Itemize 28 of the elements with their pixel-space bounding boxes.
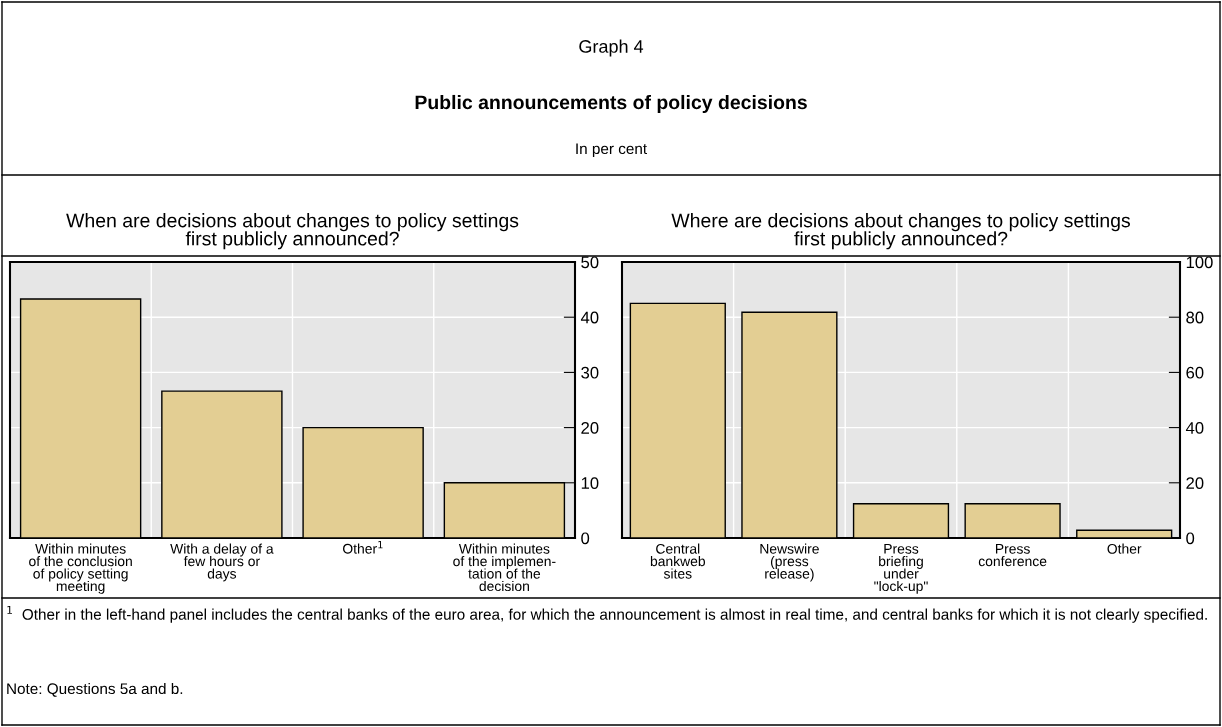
y-tick-label: 40 <box>580 311 599 324</box>
chart-title: Where are decisions about changes to policy settings first publicly announced? <box>671 213 1130 250</box>
text: Public announcements of policy decisions <box>415 94 807 114</box>
y-tick-label: 0 <box>1186 532 1195 545</box>
text: In per cent <box>576 143 647 158</box>
x-tick-label: Central bankweb sites <box>650 543 706 579</box>
x-tick-label: Other <box>1107 543 1142 554</box>
y-tick-label: 0 <box>581 532 590 545</box>
x-tick-label: Newswire (press release) <box>760 543 819 582</box>
y-tick-label: 100 <box>1186 256 1213 269</box>
text: $^{1}$ Other in the left-hand panel includes the central banks of the euro area, for which the announcement is almost in real time, and central banks for which it is not clearly specified. <box>7 606 1207 623</box>
chart-title: When are decisions about changes to policy settings first publicly announced? <box>66 213 519 250</box>
y-tick-label: 30 <box>581 366 599 379</box>
x-tick-label: With a delay of a few hours or days <box>170 543 274 582</box>
x-tick-label: Press conference <box>978 544 1047 567</box>
caption: Graph 4 <box>579 39 644 57</box>
y-tick-label: 60 <box>1186 366 1204 379</box>
y-tick-label: 20 <box>581 422 599 434</box>
y-tick-label: 50 <box>581 256 599 269</box>
x-tick-label: Other$^{1}$ <box>343 541 383 554</box>
x-tick-label: Within minutes of the implemen- tation of the decision <box>453 543 556 592</box>
x-tick-label: Press briefing under "lock-up" <box>874 544 928 594</box>
y-tick-label: 20 <box>1186 477 1204 489</box>
y-tick-label: 80 <box>1186 311 1204 324</box>
y-tick-label: 40 <box>1185 422 1204 434</box>
text: Note: Questions 5a and b. <box>7 682 183 697</box>
x-tick-label: Within minutes of the conclusion of policy setting meeting <box>29 543 132 594</box>
y-tick-label: 10 <box>581 477 599 489</box>
